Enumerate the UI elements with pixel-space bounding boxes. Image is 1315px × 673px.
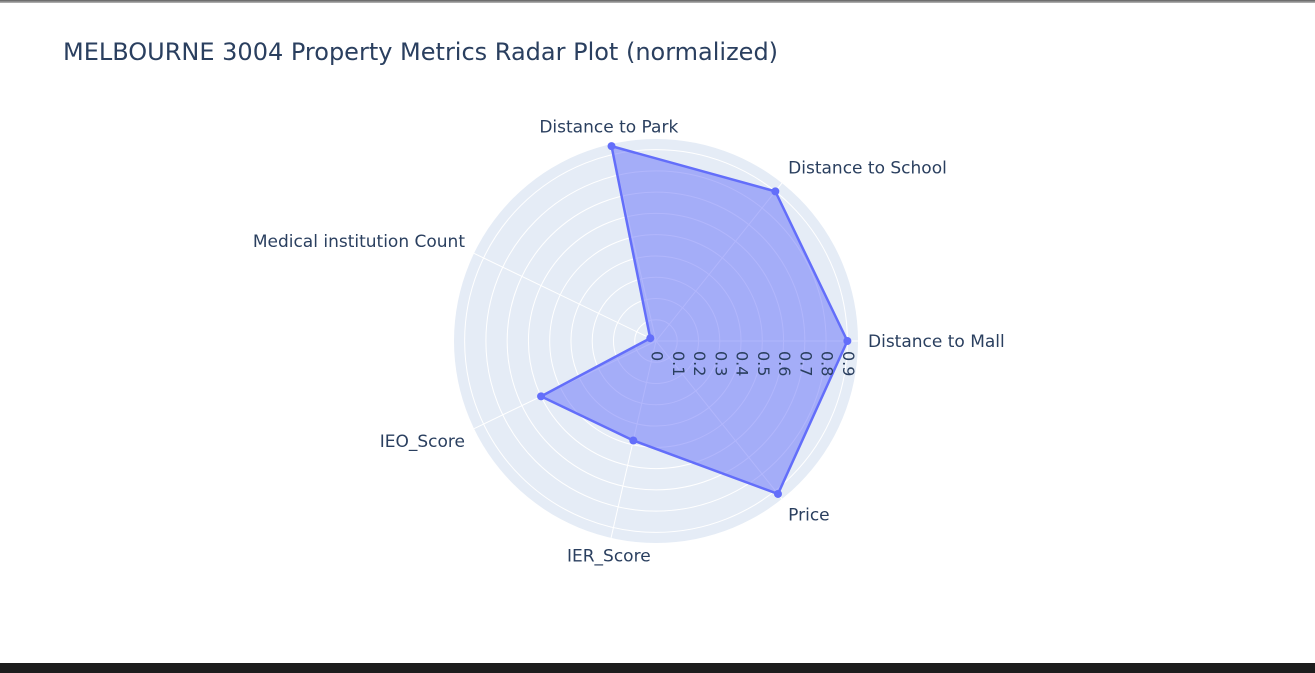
radial-tick-label: 0.9 bbox=[839, 351, 858, 376]
axis-label-distance-to-park: Distance to Park bbox=[539, 117, 678, 137]
radial-tick-label: 0.5 bbox=[754, 351, 773, 376]
radar-trace bbox=[537, 142, 852, 498]
data-point-price bbox=[773, 489, 782, 498]
data-point-ieo-score bbox=[537, 392, 546, 401]
data-point-medical-institution-count bbox=[646, 334, 655, 343]
chart-title: MELBOURNE 3004 Property Metrics Radar Pl… bbox=[63, 38, 779, 66]
radial-axis-ticks: 0 0.1 0.2 0.3 0.4 0.5 0.6 0.7 0.8 0.9 bbox=[648, 351, 858, 376]
radial-tick-label: 0.1 bbox=[669, 351, 688, 376]
trace-area bbox=[539, 144, 849, 496]
angular-axis-labels: Distance to Mall Distance to School Distan… bbox=[253, 117, 1005, 566]
data-point-distance-to-park bbox=[607, 142, 616, 151]
axis-label-ieo-score: IEO_Score bbox=[380, 432, 465, 452]
axis-label-ier-score: IER_Score bbox=[567, 547, 651, 567]
radial-tick-label: 0.2 bbox=[690, 351, 709, 376]
radial-tick-label: 0.6 bbox=[775, 351, 794, 376]
radial-tick-label: 0.7 bbox=[796, 351, 815, 376]
radial-tick-label: 0 bbox=[648, 351, 667, 361]
axis-label-distance-to-mall: Distance to Mall bbox=[868, 332, 1005, 352]
data-point-distance-to-school bbox=[771, 187, 780, 196]
grid-spoke bbox=[473, 252, 657, 342]
axis-label-price: Price bbox=[788, 506, 829, 526]
axis-label-distance-to-school: Distance to School bbox=[788, 158, 947, 178]
radial-tick-label: 0.4 bbox=[733, 351, 752, 376]
axis-label-medical-institution-count: Medical institution Count bbox=[253, 232, 466, 252]
data-point-distance-to-mall bbox=[843, 337, 852, 345]
window-top-border bbox=[0, 0, 1315, 3]
radial-tick-label: 0.8 bbox=[818, 351, 837, 376]
radial-tick-label: 0.3 bbox=[711, 351, 730, 376]
taskbar-strip bbox=[0, 663, 1315, 673]
data-point-ier-score bbox=[629, 436, 638, 445]
